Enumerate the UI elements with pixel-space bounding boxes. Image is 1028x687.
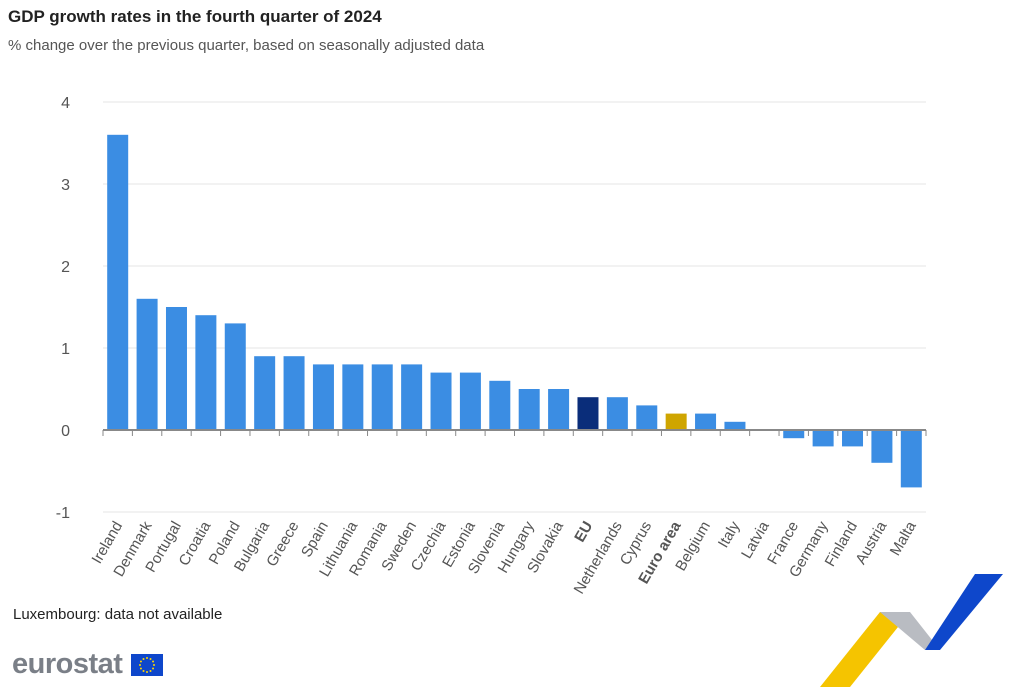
bar-greece bbox=[283, 356, 305, 430]
eurostat-logo: eurostat bbox=[12, 648, 123, 680]
bar-finland bbox=[842, 430, 864, 447]
chart-title: GDP growth rates in the fourth quarter o… bbox=[8, 7, 382, 26]
bar-ireland bbox=[107, 134, 129, 431]
bar-sweden bbox=[401, 364, 423, 430]
bar-estonia bbox=[459, 372, 481, 430]
bar-austria bbox=[871, 430, 893, 463]
bar-germany bbox=[812, 430, 834, 447]
bar-belgium bbox=[695, 413, 717, 430]
bar-bulgaria bbox=[254, 356, 276, 430]
bar-lithuania bbox=[342, 364, 364, 430]
bar-malta bbox=[900, 430, 922, 488]
bar-hungary bbox=[518, 389, 540, 430]
x-tick-label: Italy bbox=[715, 518, 744, 551]
x-tick-label: Malta bbox=[887, 518, 920, 559]
bar-portugal bbox=[165, 307, 187, 430]
eu-flag-icon bbox=[131, 654, 163, 676]
y-tick-label: 2 bbox=[61, 259, 70, 276]
bar-cyprus bbox=[636, 405, 658, 430]
bar-poland bbox=[224, 323, 246, 430]
bar-netherlands bbox=[606, 397, 628, 430]
eurostat-ribbon-logo bbox=[820, 574, 1003, 687]
chart-subtitle: % change over the previous quarter, base… bbox=[8, 37, 485, 54]
bar-euro-area bbox=[665, 413, 687, 430]
bar-denmark bbox=[136, 298, 158, 430]
y-tick-label: 3 bbox=[61, 177, 70, 194]
y-tick-label: 4 bbox=[61, 95, 70, 112]
bar-romania bbox=[371, 364, 393, 430]
bar-czechia bbox=[430, 372, 452, 430]
y-tick-label: -1 bbox=[56, 505, 70, 522]
bar-france bbox=[783, 430, 805, 439]
bar-spain bbox=[312, 364, 334, 430]
footnote: Luxembourg: data not available bbox=[13, 606, 223, 623]
bar-slovenia bbox=[489, 380, 511, 430]
x-tick-label: EU bbox=[571, 519, 596, 546]
y-tick-label: 0 bbox=[61, 423, 70, 440]
bar-croatia bbox=[195, 315, 217, 430]
y-tick-label: 1 bbox=[61, 341, 70, 358]
bar-slovakia bbox=[548, 389, 570, 430]
bar-eu bbox=[577, 397, 599, 430]
bar-italy bbox=[724, 421, 746, 430]
